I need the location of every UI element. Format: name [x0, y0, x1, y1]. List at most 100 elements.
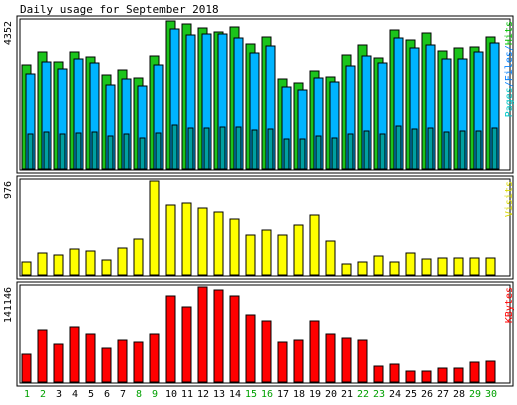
kbytes-bar	[117, 339, 128, 383]
pages-bar	[59, 133, 66, 170]
pages-bar	[43, 131, 50, 170]
visits-bar	[357, 261, 368, 276]
day-label: 13	[213, 389, 225, 400]
day-label: 28	[453, 389, 465, 400]
day-label: 3	[56, 389, 62, 400]
hits-legend: Pages/Files/Hits	[504, 21, 515, 117]
visits-bar	[373, 255, 384, 276]
pages-bar	[379, 133, 386, 170]
day-label: 16	[261, 389, 273, 400]
pages-bar	[347, 133, 354, 170]
kbytes-bar	[53, 343, 64, 383]
kbytes-bar	[85, 333, 96, 383]
kbytes-panel: 141146 KBytes	[3, 281, 515, 387]
pages-bar	[123, 133, 130, 170]
pages-bar	[27, 133, 34, 170]
visits-bar	[149, 180, 160, 276]
day-label: 23	[373, 389, 385, 400]
kbytes-bar	[245, 314, 256, 383]
pages-bar	[187, 127, 194, 170]
kbytes-bar	[405, 370, 416, 383]
pages-bar	[91, 131, 98, 170]
day-label: 26	[421, 389, 433, 400]
kbytes-ymax-label: 141146	[3, 287, 14, 323]
day-label: 12	[197, 389, 209, 400]
kbytes-bar	[181, 306, 192, 383]
kbytes-bar	[389, 363, 400, 383]
day-label: 4	[72, 389, 78, 400]
kbytes-bar	[277, 341, 288, 383]
visits-bar	[469, 257, 480, 276]
kbytes-bar	[373, 365, 384, 383]
pages-bar	[491, 127, 498, 170]
panel-inner-frame	[19, 178, 511, 277]
pages-bar	[203, 127, 210, 170]
visits-bar	[389, 261, 400, 276]
visits-legend-part-0: Visits	[504, 181, 515, 217]
visits-bar	[213, 211, 224, 276]
pages-bar	[475, 130, 482, 170]
visits-bar	[277, 234, 288, 276]
visits-bar	[245, 234, 256, 276]
visits-bar	[101, 259, 112, 276]
day-label: 18	[293, 389, 305, 400]
day-label: 19	[309, 389, 321, 400]
kbytes-legend-part-0: KBytes	[504, 287, 515, 323]
visits-bar	[133, 238, 144, 276]
kbytes-bar	[421, 370, 432, 383]
visits-bar	[117, 247, 128, 276]
hits-legend-part-0: Pages	[504, 87, 515, 117]
day-label: 10	[165, 389, 177, 400]
day-label: 7	[120, 389, 126, 400]
day-label: 22	[357, 389, 369, 400]
kbytes-bar	[165, 295, 176, 383]
visits-bar	[85, 250, 96, 276]
visits-bar	[341, 263, 352, 276]
visits-bar	[437, 257, 448, 276]
pages-bar	[107, 135, 114, 170]
hits-legend-part-3: /	[504, 45, 515, 51]
day-label: 20	[325, 389, 337, 400]
pages-bar	[299, 138, 306, 170]
day-label: 2	[40, 389, 46, 400]
visits-bar	[229, 218, 240, 276]
pages-bar	[363, 130, 370, 170]
visits-bar	[453, 257, 464, 276]
kbytes-bar	[213, 289, 224, 383]
day-label: 5	[88, 389, 94, 400]
pages-bar	[235, 126, 242, 170]
pages-bar	[459, 130, 466, 170]
pages-bar	[75, 132, 82, 170]
day-label: 17	[277, 389, 289, 400]
day-label: 9	[152, 389, 158, 400]
visits-bar	[293, 224, 304, 276]
pages-bar	[251, 129, 258, 170]
day-label: 21	[341, 389, 353, 400]
pages-bar	[219, 126, 226, 170]
kbytes-bar	[37, 329, 48, 383]
hits-legend-part-2: Files	[504, 51, 515, 81]
day-label: 27	[437, 389, 449, 400]
kbytes-legend: KBytes	[504, 287, 515, 323]
visits-bar	[165, 204, 176, 276]
kbytes-bar	[197, 286, 208, 383]
panel-inner-frame	[19, 284, 511, 384]
visits-bar	[53, 254, 64, 276]
day-label: 24	[389, 389, 401, 400]
kbytes-bar	[293, 339, 304, 383]
kbytes-bar	[133, 341, 144, 383]
kbytes-bar	[69, 326, 80, 383]
day-label: 1	[24, 389, 30, 400]
visits-ymax-label: 976	[3, 181, 14, 199]
day-label: 11	[181, 389, 193, 400]
day-labels: 1 2 3 4 5 6 7 8 9 10 11 12 13 14 15 16 17 18 19 20 21 22 23 24 2…	[24, 389, 497, 400]
day-label: 25	[405, 389, 417, 400]
kbytes-bar	[469, 361, 480, 383]
hits-legend-part-4: Hits	[504, 21, 515, 45]
pages-bar	[395, 125, 402, 170]
panel-inner-frame	[19, 18, 511, 171]
visits-panel: 976 Visits	[3, 175, 515, 280]
